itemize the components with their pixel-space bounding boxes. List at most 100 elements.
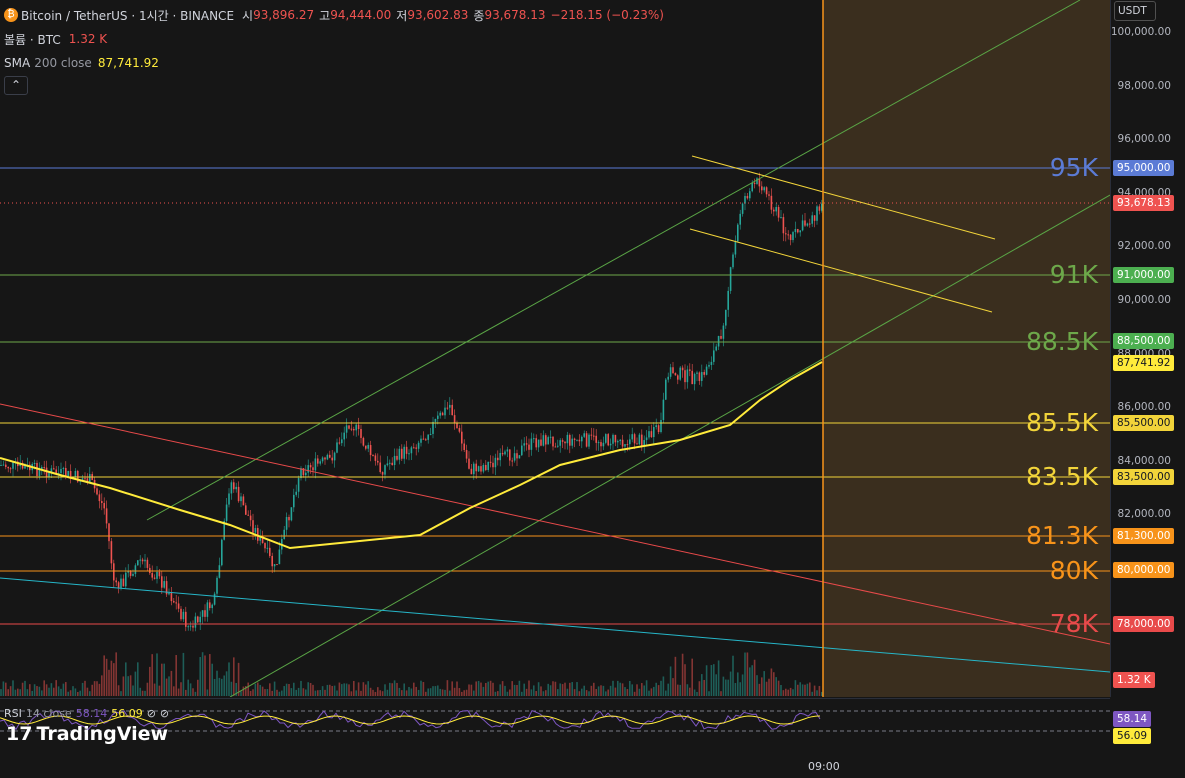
candle-body [787,234,789,236]
volume-bar [300,680,302,696]
volume-bar [199,657,201,696]
sma-legend-row[interactable]: SMA 200 close 87,741.92 [0,51,664,75]
candle-body [573,438,576,441]
volume-bar [173,686,175,696]
candle-body [144,559,146,562]
candle-body [74,470,77,477]
chart-area[interactable]: 95K 91K 88.5K 85.5K 83.5K 81.3K 80K 78K … [0,0,1110,697]
symbol-legend-row[interactable]: ₿ Bitcoin / TetherUS · 1시간 · BINANCE 시 93… [0,3,664,27]
volume-bar [537,682,540,696]
volume-bar [566,688,569,696]
candle-body [792,232,794,241]
candle-body [177,603,180,609]
candle-body [494,457,497,468]
time-axis[interactable]: 09:00 [0,750,1110,778]
channel-upper-line[interactable] [146,0,1081,521]
brand-name: TradingView [36,723,169,745]
volume-legend-row[interactable]: 볼륨 · BTC 1.32 K [0,27,664,51]
candle-body [62,468,65,470]
volume-bar [213,678,216,696]
candle-body [151,573,153,578]
volume-bar [17,688,19,696]
candle-body [674,373,677,376]
candle-body [386,463,389,466]
volume-bar [799,682,801,696]
volume-bar [271,690,273,696]
candle-body [415,447,417,449]
volume-bar [230,681,233,696]
candle-body [206,602,209,617]
cyan-trendline[interactable] [0,577,1110,673]
candle-body [482,464,485,472]
candle-body [235,486,237,490]
candle-body [348,425,350,429]
rsi-chart[interactable] [0,699,1110,741]
candle-body [84,478,86,480]
volume-bar [554,681,557,696]
candle-body [434,418,437,422]
candle-body [729,267,732,291]
collapse-legend-button[interactable]: ⌃ [4,76,28,95]
candle-body [341,439,343,444]
candle-body [693,373,696,385]
volume-bar [720,691,722,696]
volume-bar [9,686,12,696]
volume-bar [648,690,650,696]
candle-body [816,206,818,221]
volume-bar [297,687,300,696]
volume-bar [722,676,725,696]
rsi-pane[interactable]: RSI 14 close 58.14 56.09 ⊘ ⊘ [0,698,1110,740]
volume-bar [36,686,38,696]
volume-bar [439,688,441,696]
candle-body [453,415,456,423]
volume-bar [386,689,389,696]
price-axis[interactable]: 100,000.00 98,000.00 96,000.00 94,000.00 92,… [1110,0,1185,744]
candle-body [398,448,401,460]
eye-off-icon[interactable]: ⊘ [159,707,170,720]
red-trendline[interactable] [0,403,1110,645]
candle-body [775,207,777,212]
candle-body [384,465,386,475]
rsi-legend[interactable]: RSI 14 close 58.14 56.09 ⊘ ⊘ [4,707,169,720]
flag-lower-line[interactable] [689,228,993,313]
currency-selector[interactable]: USDT [1114,1,1156,21]
candle-body [201,610,204,617]
volume-bar [269,683,271,696]
candle-body [545,435,547,445]
volume-bar [182,652,185,696]
channel-lower-line[interactable] [229,194,1110,697]
level-label-83-5k: 83.5K [1025,462,1098,491]
eye-off-icon[interactable]: ⊘ [146,707,156,720]
volume-bar [749,667,751,696]
sma-200-line[interactable] [0,361,823,550]
rsi-line[interactable] [0,709,821,731]
candle-body [537,439,540,448]
candle-body [499,452,501,461]
candle-body [223,520,225,540]
candle-body [86,478,89,483]
volume-bar [797,684,799,696]
candle-body [96,488,98,495]
volume-bar [602,685,605,696]
candle-body [581,436,583,442]
candle-body [782,217,785,234]
price-chart[interactable] [0,0,1110,697]
volume-bar [343,683,345,696]
volume-bar [679,684,681,696]
volume-bar [314,690,317,696]
volume-bar [561,684,564,696]
candle-body [770,195,773,210]
flag-upper-line[interactable] [691,155,996,240]
rsi-ma-line[interactable] [0,715,821,725]
candle-body [650,431,653,438]
volume-bar [257,682,259,696]
candle-body [605,434,607,443]
volume-bar [621,683,624,696]
bitcoin-icon: ₿ [4,8,18,22]
tradingview-logo[interactable]: 𝟭𝟳 TradingView [6,723,168,745]
candle-body [108,523,110,542]
candle-body [641,434,643,446]
volume-bar [103,655,105,696]
candle-body [456,422,458,429]
volume-bar [177,688,180,696]
